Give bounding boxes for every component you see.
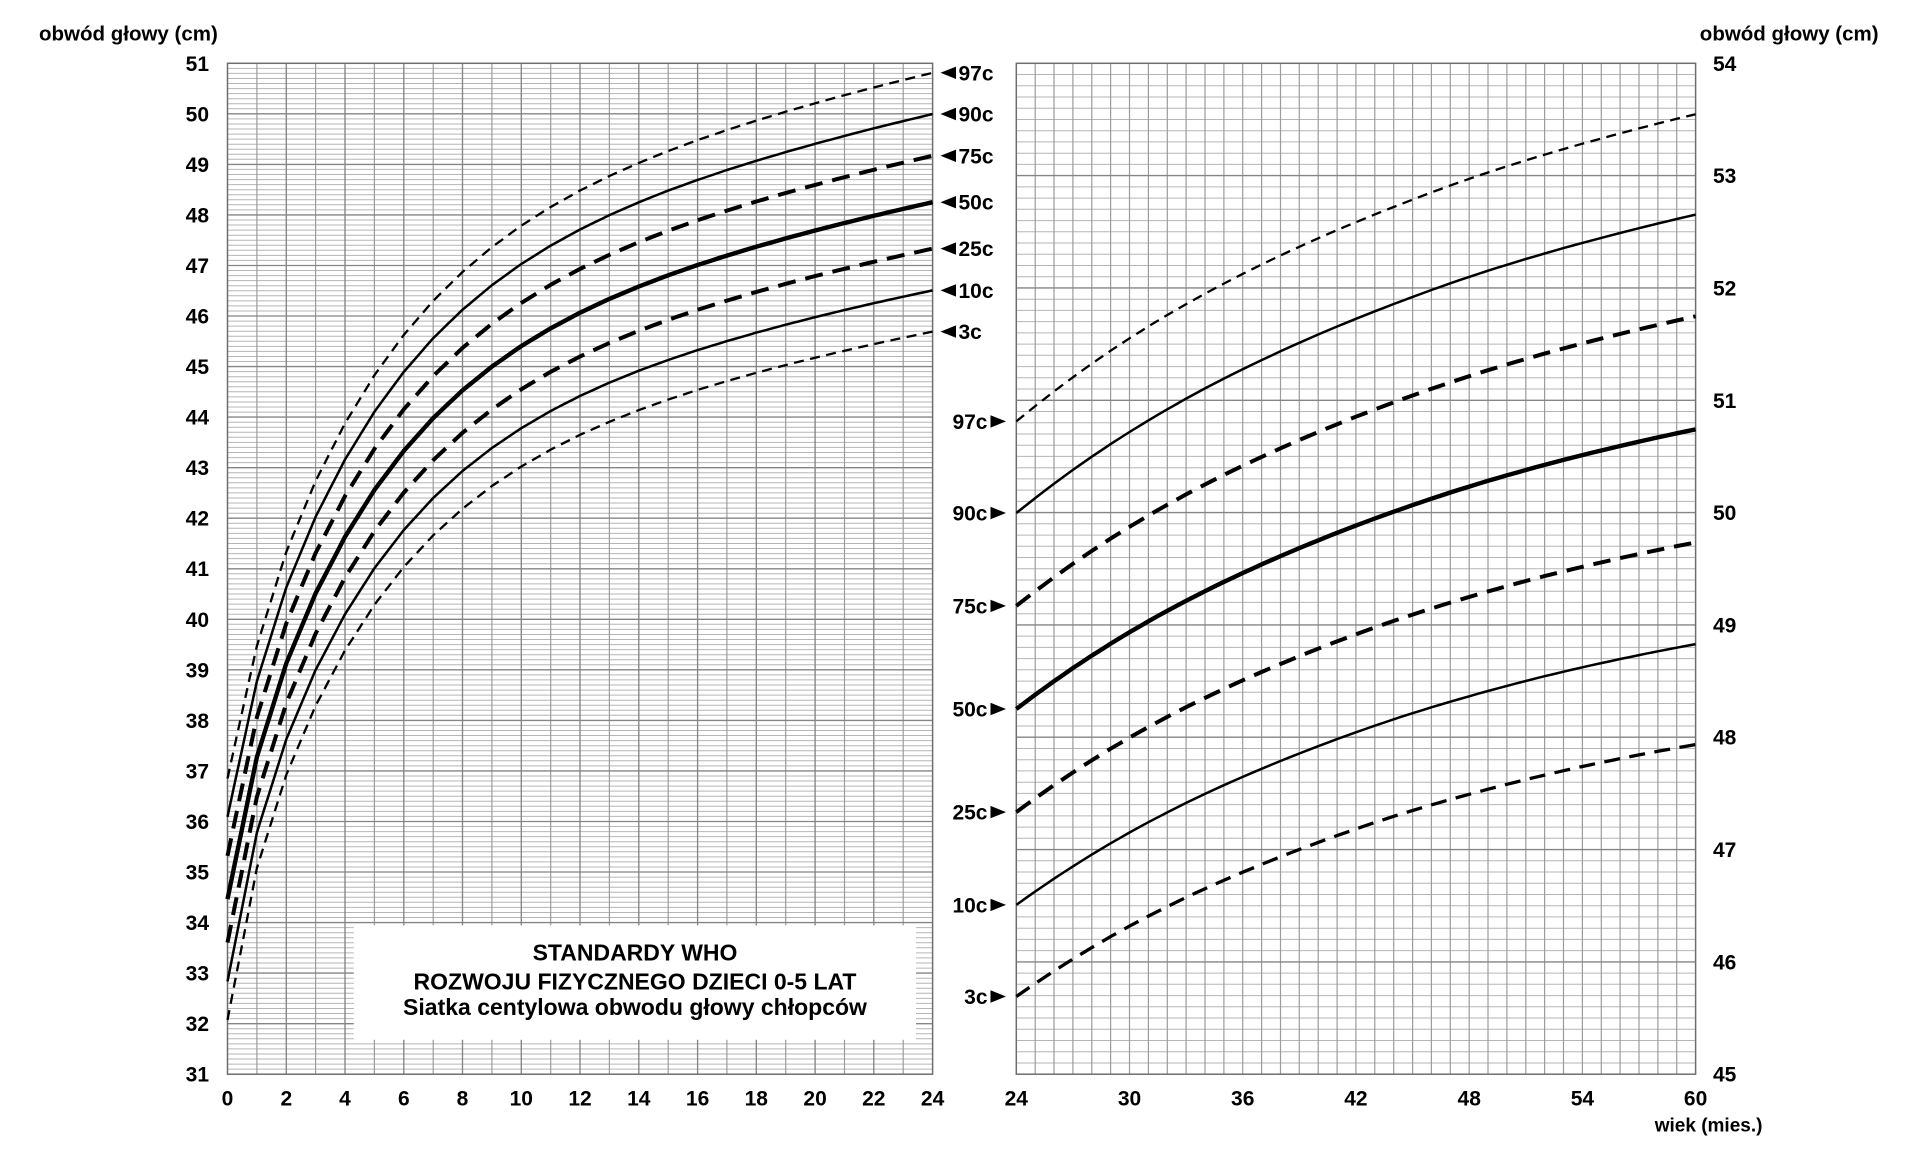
svg-text:10: 10 — [510, 1088, 533, 1111]
svg-text:ROZWOJU FIZYCZNEGO DZIECI 0-5: ROZWOJU FIZYCZNEGO DZIECI 0-5 LAT — [414, 969, 857, 995]
svg-text:51: 51 — [1713, 390, 1737, 413]
svg-text:45: 45 — [1713, 1064, 1737, 1087]
svg-text:wiek (mies.): wiek (mies.) — [1654, 1116, 1763, 1137]
svg-text:50c: 50c — [952, 699, 987, 722]
svg-text:60: 60 — [1684, 1088, 1707, 1111]
svg-text:20: 20 — [803, 1088, 826, 1111]
svg-text:47: 47 — [186, 255, 209, 278]
svg-text:2: 2 — [280, 1088, 292, 1111]
svg-text:35: 35 — [186, 862, 210, 885]
svg-text:48: 48 — [1713, 727, 1737, 750]
svg-text:24: 24 — [921, 1088, 945, 1111]
svg-text:31: 31 — [186, 1064, 210, 1087]
svg-text:54: 54 — [1571, 1088, 1595, 1111]
svg-text:49: 49 — [186, 154, 209, 177]
svg-text:52: 52 — [1713, 277, 1736, 300]
svg-text:42: 42 — [186, 508, 209, 531]
svg-text:36: 36 — [186, 811, 209, 834]
svg-text:90c: 90c — [952, 503, 987, 526]
svg-text:97c: 97c — [959, 62, 994, 85]
svg-text:3c: 3c — [964, 986, 988, 1009]
svg-text:25c: 25c — [959, 238, 994, 261]
svg-text:53: 53 — [1713, 165, 1736, 188]
svg-text:12: 12 — [568, 1088, 591, 1111]
svg-text:39: 39 — [186, 659, 209, 682]
svg-text:47: 47 — [1713, 839, 1736, 862]
svg-text:STANDARDY WHO: STANDARDY WHO — [533, 940, 738, 966]
svg-text:obwód głowy (cm): obwód głowy (cm) — [39, 23, 218, 46]
svg-text:6: 6 — [398, 1088, 410, 1111]
svg-text:40: 40 — [186, 609, 209, 632]
svg-text:49: 49 — [1713, 614, 1736, 637]
svg-text:22: 22 — [862, 1088, 885, 1111]
svg-text:75c: 75c — [952, 595, 987, 618]
svg-text:4: 4 — [339, 1088, 351, 1111]
svg-text:32: 32 — [186, 1013, 209, 1036]
svg-text:48: 48 — [1458, 1088, 1482, 1111]
svg-text:8: 8 — [457, 1088, 469, 1111]
svg-text:24: 24 — [1005, 1088, 1029, 1111]
svg-text:48: 48 — [186, 204, 210, 227]
svg-text:25c: 25c — [952, 802, 987, 825]
svg-text:50c: 50c — [959, 192, 994, 215]
svg-text:50: 50 — [186, 103, 209, 126]
svg-text:90c: 90c — [959, 104, 994, 127]
svg-text:10c: 10c — [959, 280, 994, 303]
svg-text:16: 16 — [686, 1088, 709, 1111]
svg-text:36: 36 — [1231, 1088, 1254, 1111]
svg-text:75c: 75c — [959, 145, 994, 168]
svg-text:33: 33 — [186, 963, 209, 986]
svg-text:3c: 3c — [959, 321, 983, 344]
svg-text:0: 0 — [222, 1088, 234, 1111]
svg-text:42: 42 — [1344, 1088, 1367, 1111]
svg-text:30: 30 — [1118, 1088, 1141, 1111]
svg-text:Siatka centylowa obwodu głowy: Siatka centylowa obwodu głowy chłopców — [403, 994, 867, 1020]
svg-text:46: 46 — [186, 306, 209, 329]
svg-text:41: 41 — [186, 558, 210, 581]
svg-text:37: 37 — [186, 760, 209, 783]
svg-text:obwód głowy (cm): obwód głowy (cm) — [1700, 23, 1879, 46]
svg-text:10c: 10c — [952, 894, 987, 917]
svg-text:50: 50 — [1713, 502, 1736, 525]
svg-text:34: 34 — [186, 912, 210, 935]
svg-text:54: 54 — [1713, 53, 1737, 76]
svg-text:97c: 97c — [952, 411, 987, 434]
svg-text:14: 14 — [627, 1088, 651, 1111]
svg-text:51: 51 — [186, 53, 210, 76]
svg-text:38: 38 — [186, 710, 210, 733]
svg-text:43: 43 — [186, 457, 209, 480]
svg-text:18: 18 — [745, 1088, 769, 1111]
svg-text:46: 46 — [1713, 951, 1736, 974]
svg-text:44: 44 — [186, 407, 210, 430]
svg-text:45: 45 — [186, 356, 210, 379]
